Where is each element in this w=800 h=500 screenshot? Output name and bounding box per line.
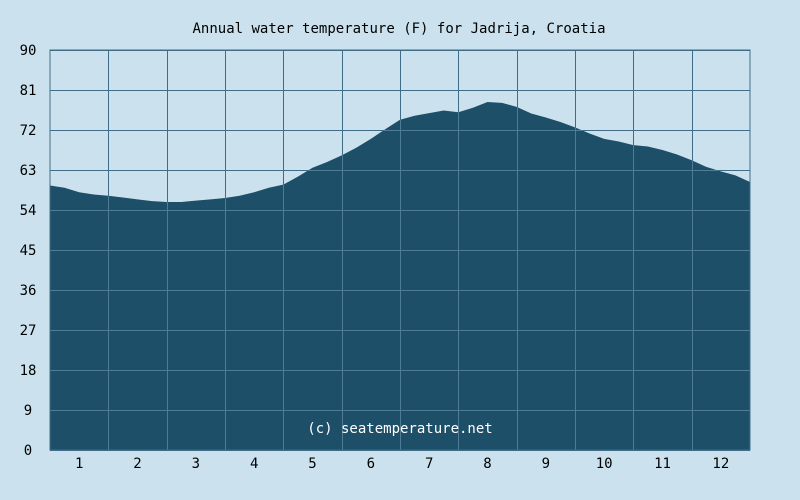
x-tick-label: 6: [367, 456, 375, 472]
y-tick-label: 63: [20, 163, 37, 179]
x-tick-label: 12: [712, 456, 729, 472]
y-tick-label: 90: [20, 43, 37, 59]
y-tick-label: 18: [20, 363, 37, 379]
x-tick-label: 8: [483, 456, 491, 472]
x-tick-label: 2: [133, 456, 141, 472]
x-tick-label: 5: [308, 456, 316, 472]
x-tick-label: 3: [192, 456, 200, 472]
x-tick-label: 7: [425, 456, 433, 472]
y-tick-label: 0: [24, 443, 32, 459]
plot-border: [49, 49, 751, 451]
y-tick-label: 72: [20, 123, 37, 139]
watermark-text: (c) seatemperature.net: [307, 421, 492, 437]
x-tick-label: 9: [542, 456, 550, 472]
y-tick-label: 45: [20, 243, 37, 259]
x-axis-labels: 1 2 3 4 5 6 7 8 9 10 11 12: [75, 456, 729, 472]
x-tick-label: 1: [75, 456, 83, 472]
y-axis-labels: 0 9 18 27 36 45 54 63 72 81 90: [20, 43, 37, 459]
x-tick-label: 4: [250, 456, 258, 472]
x-tick-label: 11: [654, 456, 671, 472]
y-tick-label: 9: [24, 403, 32, 419]
x-tick-label: 10: [596, 456, 613, 472]
y-tick-label: 54: [20, 203, 37, 219]
y-tick-label: 27: [20, 323, 37, 339]
y-tick-label: 81: [20, 83, 37, 99]
chart-title: Annual water temperature (F) for Jadrija…: [192, 21, 605, 37]
y-tick-label: 36: [20, 283, 37, 299]
